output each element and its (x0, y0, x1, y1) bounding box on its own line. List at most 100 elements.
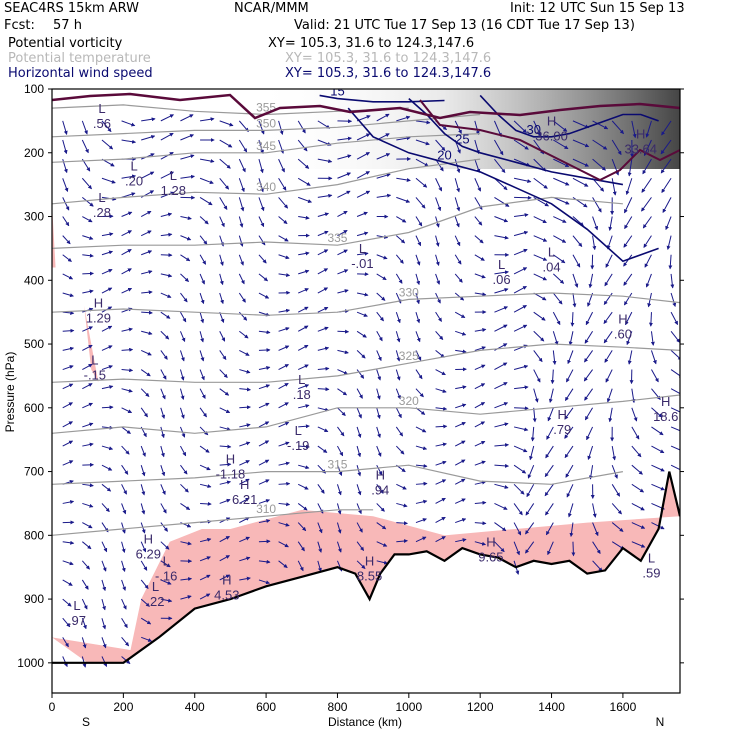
wind-vector (337, 407, 346, 416)
wind-vector (101, 579, 107, 592)
wind-vector (650, 331, 655, 346)
xy-range-pv: XY= 105.3, 31.6 to 124.3,147.6 (268, 36, 475, 51)
pv-extremum-type: H (661, 394, 670, 409)
wind-vector (435, 536, 446, 543)
x-tick-label: 600 (256, 700, 276, 714)
wind-vector (101, 405, 114, 410)
wind-vector (415, 331, 421, 343)
wind-vector (336, 464, 343, 477)
wind-vector (474, 480, 487, 485)
wind-vector (160, 330, 170, 340)
wind-vector (474, 460, 486, 466)
wind-vector (298, 288, 309, 294)
wind-vector (544, 464, 554, 478)
pv-extremum-value: .20 (125, 173, 143, 188)
wind-vector (298, 215, 310, 220)
wind-vector (82, 442, 94, 447)
wind-vector (631, 483, 645, 493)
pv-extremum-type: H (222, 573, 231, 588)
wind-vector (101, 269, 113, 275)
wind-vector (631, 445, 642, 458)
wind-vector (278, 273, 291, 277)
theta-contour-label: 345 (256, 139, 276, 153)
wind-vector (435, 497, 446, 504)
wind-vector (474, 383, 486, 390)
wind-vector (199, 593, 211, 600)
wind-vector (82, 483, 94, 488)
wind-vector (140, 484, 146, 496)
pv-extremum-value: 9.65 (478, 549, 503, 564)
wind-vector (297, 177, 311, 186)
wind-vector (608, 407, 613, 423)
wind-vector (455, 385, 467, 390)
wind-vector (317, 366, 330, 371)
wind-vector (603, 311, 613, 325)
wind-vector (474, 158, 481, 174)
wind-vector (623, 273, 633, 286)
pv-extremum-value: -.16 (155, 569, 177, 584)
wind-vector (258, 348, 271, 353)
wind-vector (121, 230, 132, 237)
wind-vector (527, 464, 535, 479)
wind-vector (239, 576, 251, 581)
wind-vector (317, 560, 322, 573)
wind-vector (62, 579, 73, 586)
wind-vector (376, 273, 387, 281)
wind-vector (160, 232, 173, 237)
wind-vector (101, 464, 113, 471)
wind-speed-contour (347, 107, 659, 263)
wind-vector (567, 503, 574, 518)
wind-vector (611, 139, 622, 156)
wind-vector (395, 273, 403, 284)
wind-vector (611, 522, 624, 532)
wind-vector (376, 407, 381, 420)
center-label: NCAR/MMM (234, 1, 309, 16)
wind-vector (121, 617, 128, 629)
wind-vector (298, 424, 310, 429)
wind-vector (454, 440, 466, 447)
wind-vector (62, 254, 72, 262)
wind-vector (278, 441, 290, 447)
wind-vector (81, 177, 92, 190)
pv-extremum-type: H (144, 531, 153, 546)
wind-vector (160, 114, 174, 122)
wind-vector (395, 331, 401, 343)
wind-vector (121, 120, 136, 127)
wind-vector (62, 656, 68, 668)
wind-vector (376, 350, 382, 362)
wind-vector (317, 306, 329, 313)
wind-vector (533, 120, 542, 137)
wind-vector (454, 273, 463, 283)
wind-vector (396, 115, 411, 122)
wind-vector (564, 388, 574, 402)
wind-vector (435, 516, 446, 524)
wind-vector (278, 327, 290, 332)
pv-extremum-type: L (298, 372, 305, 387)
wind-vector (651, 407, 663, 418)
theta-contour-label: 340 (256, 180, 276, 194)
wind-vector (180, 235, 192, 241)
y-tick-label: 300 (24, 210, 44, 224)
wind-vector (494, 216, 509, 223)
wind-vector (513, 483, 525, 495)
wind-vector (650, 350, 657, 365)
wind-vector (82, 271, 94, 276)
wind-vector (101, 598, 106, 611)
wind-vector (101, 365, 113, 371)
wind-vector (141, 117, 156, 122)
wind-vector (180, 464, 188, 475)
x-tick-label: 400 (185, 700, 205, 714)
wind-vector (661, 120, 672, 136)
wind-vector (548, 388, 554, 403)
wind-vector (238, 216, 244, 228)
wind-vector (415, 350, 422, 361)
wind-vector (239, 478, 250, 485)
wind-vector (670, 445, 680, 451)
wind-vector (180, 154, 195, 160)
wind-vector (258, 402, 270, 409)
wind-vector (608, 216, 613, 231)
wind-vector (572, 177, 589, 187)
wind-vector (238, 139, 248, 153)
wind-vector (337, 249, 348, 256)
wind-vector (356, 171, 370, 179)
